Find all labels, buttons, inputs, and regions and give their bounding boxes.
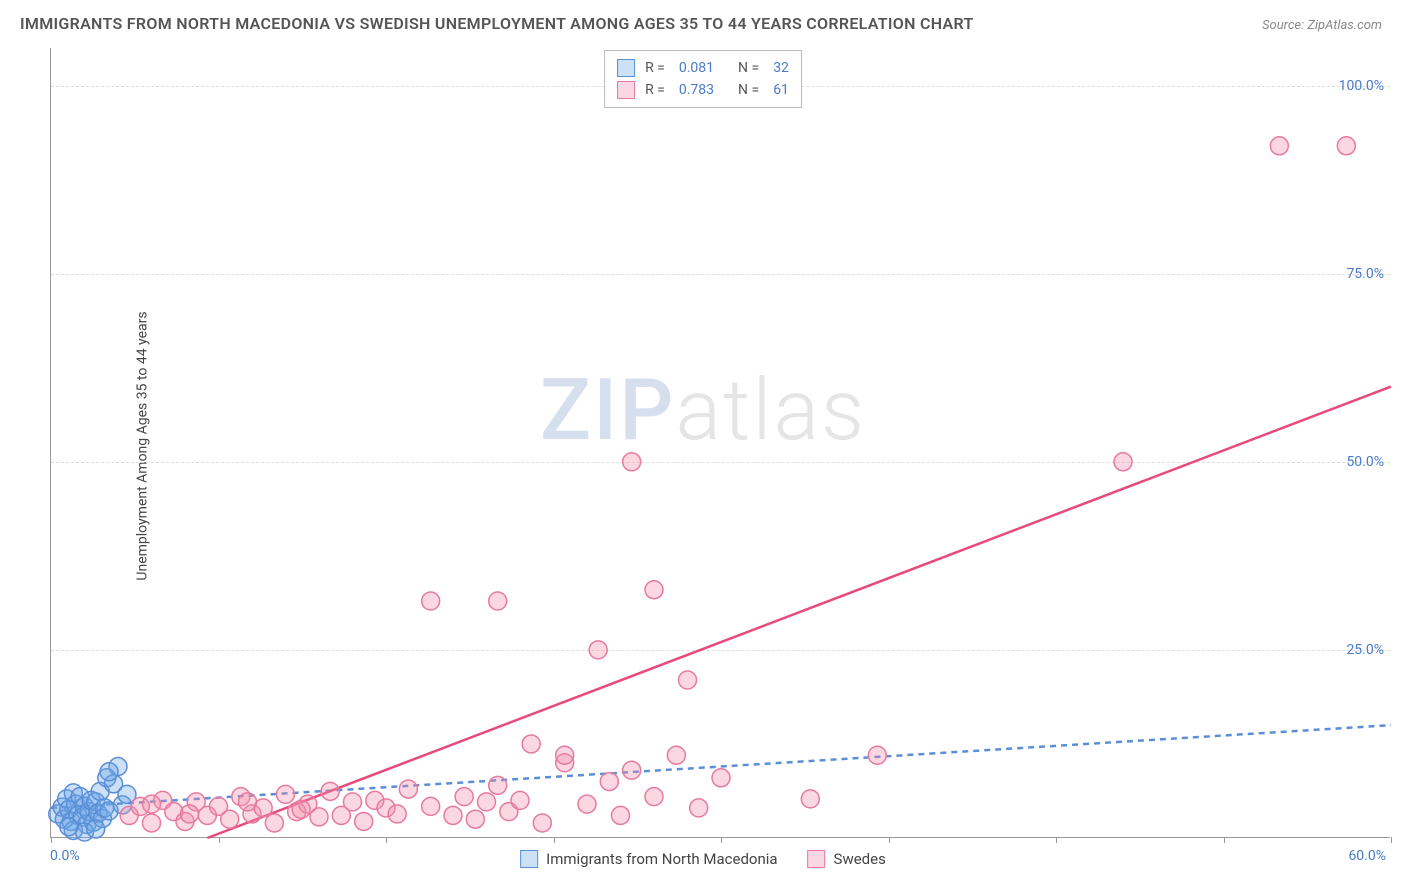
x-tick-mark (889, 837, 890, 843)
scatter-svg (51, 48, 1390, 837)
data-point (511, 791, 529, 809)
x-tick-mark (386, 837, 387, 843)
data-point (100, 763, 118, 781)
data-point (645, 581, 663, 599)
legend-series-item: Swedes (808, 850, 886, 868)
legend-series: Immigrants from North Macedonia Swedes (520, 850, 886, 868)
data-point (489, 776, 507, 794)
legend-series-item: Immigrants from North Macedonia (520, 850, 777, 868)
legend-swatch (617, 59, 635, 77)
x-tick-mark (1056, 837, 1057, 843)
data-point (180, 805, 198, 823)
trend-line (207, 387, 1391, 838)
legend-r-label: R = (645, 60, 665, 76)
data-point (87, 820, 105, 838)
data-point (600, 773, 618, 791)
legend-n-label: N = (738, 82, 759, 98)
data-point (265, 814, 283, 832)
legend-n-value: 61 (773, 82, 789, 98)
data-point (399, 780, 417, 798)
legend-r-value: 0.783 (679, 82, 714, 98)
legend-r-value: 0.081 (679, 60, 714, 76)
plot-area: 25.0%50.0%75.0%100.0% (50, 48, 1390, 838)
data-point (355, 812, 373, 830)
x-tick-mark (554, 837, 555, 843)
data-point (277, 785, 295, 803)
data-point (522, 735, 540, 753)
data-point (221, 810, 239, 828)
data-point (344, 793, 362, 811)
data-point (422, 797, 440, 815)
x-tick-mark (219, 837, 220, 843)
data-point (1114, 453, 1132, 471)
legend-correlation: R = 0.081 N = 32 R = 0.783 N = 61 (604, 50, 802, 108)
data-point (489, 592, 507, 610)
data-point (623, 453, 641, 471)
data-point (60, 818, 78, 836)
data-point (578, 795, 596, 813)
data-point (388, 805, 406, 823)
x-tick-mark (1224, 837, 1225, 843)
data-point (623, 761, 641, 779)
data-point (801, 790, 819, 808)
data-point (667, 746, 685, 764)
data-point (478, 793, 496, 811)
legend-n-label: N = (738, 60, 759, 76)
data-point (239, 793, 257, 811)
data-point (868, 746, 886, 764)
legend-series-label: Immigrants from North Macedonia (546, 850, 777, 868)
legend-swatch (808, 850, 826, 868)
data-point (645, 788, 663, 806)
legend-swatch (617, 81, 635, 99)
data-point (292, 800, 310, 818)
source-label: Source: ZipAtlas.com (1262, 18, 1382, 33)
data-point (444, 806, 462, 824)
x-tick-max: 60.0% (1348, 848, 1386, 864)
data-point (1270, 137, 1288, 155)
data-point (1337, 137, 1355, 155)
data-point (690, 799, 708, 817)
data-point (556, 746, 574, 764)
data-point (466, 810, 484, 828)
legend-series-label: Swedes (834, 850, 886, 868)
data-point (612, 806, 630, 824)
legend-n-value: 32 (773, 60, 789, 76)
legend-r-label: R = (645, 82, 665, 98)
data-point (533, 814, 551, 832)
data-point (422, 592, 440, 610)
x-tick-mark (1391, 837, 1392, 843)
legend-swatch (520, 850, 538, 868)
data-point (143, 814, 161, 832)
legend-row: R = 0.783 N = 61 (617, 79, 789, 101)
data-point (712, 769, 730, 787)
data-point (455, 788, 473, 806)
data-point (143, 795, 161, 813)
x-tick-mark (721, 837, 722, 843)
data-point (589, 641, 607, 659)
data-point (679, 671, 697, 689)
data-point (310, 808, 328, 826)
data-point (321, 782, 339, 800)
chart-title: IMMIGRANTS FROM NORTH MACEDONIA VS SWEDI… (20, 14, 974, 33)
x-tick-mark (51, 837, 52, 843)
legend-row: R = 0.081 N = 32 (617, 57, 789, 79)
x-tick-min: 0.0% (50, 848, 80, 864)
